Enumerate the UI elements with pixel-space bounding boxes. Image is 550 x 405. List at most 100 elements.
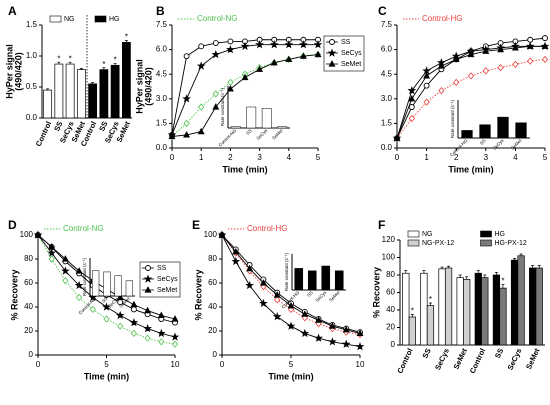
inset-category: SeCys (255, 127, 268, 140)
bar (474, 272, 482, 346)
y-tick-label: 80 (386, 270, 395, 279)
marker (423, 98, 430, 106)
marker (273, 291, 281, 298)
bar (420, 272, 428, 346)
inset-bar (103, 271, 111, 297)
marker (355, 342, 365, 351)
marker (212, 40, 219, 46)
marker (75, 267, 83, 274)
bar (76, 69, 86, 119)
y-tick-label: 0 (213, 350, 218, 359)
marker (284, 40, 294, 49)
error-bar (57, 61, 61, 65)
marker (408, 104, 415, 110)
marker (103, 315, 110, 323)
x-axis-label: Time (min) (448, 164, 493, 174)
inset-bar (277, 126, 288, 129)
marker (527, 57, 534, 65)
marker (116, 293, 124, 301)
x-axis-label: Time (min) (84, 371, 129, 381)
marker (211, 49, 221, 59)
marker (453, 78, 460, 87)
marker (130, 300, 138, 308)
y-axis-label: % Recovery (9, 269, 19, 320)
y-tick-label: 3.0 (381, 94, 393, 103)
marker (130, 306, 137, 313)
marker (196, 61, 206, 70)
marker (527, 36, 534, 43)
series-line (221, 234, 361, 348)
y-tick-label: 6.0 (381, 45, 393, 54)
bar (408, 316, 416, 346)
bar (88, 83, 98, 119)
legend-label: NG-PX-12 (422, 240, 454, 247)
marker (299, 40, 308, 49)
bar (402, 272, 410, 346)
x-tick-label: 10 (356, 360, 365, 369)
marker (270, 58, 278, 66)
marker (300, 328, 310, 338)
inset-category: SeMet (328, 289, 341, 302)
y-tick-label: 120 (382, 235, 396, 244)
inset-bar (230, 126, 241, 129)
y-axis-label: % Recovery (371, 267, 381, 318)
inset-bar (114, 275, 122, 297)
marker (168, 132, 176, 140)
x-tick-label: 0 (395, 153, 400, 162)
inset-bar (246, 106, 257, 129)
legend-swatch (407, 230, 420, 238)
marker (129, 318, 139, 327)
bar (426, 305, 435, 346)
series-line (171, 39, 318, 135)
legend-label: Control-NG (197, 14, 237, 23)
marker (287, 301, 295, 309)
x-tick-label: 5 (289, 360, 294, 369)
legend-swatch (480, 230, 492, 238)
x-axis-label: Time (min) (268, 371, 313, 381)
marker (143, 274, 153, 283)
y-tick-label: 1.0 (26, 51, 38, 60)
y-tick-label: 60 (24, 278, 33, 287)
x-tick-label: SeMet (452, 346, 470, 370)
x-tick-label: 0 (170, 153, 175, 162)
x-tick-label: 10 (171, 360, 180, 369)
marker (197, 127, 205, 135)
marker (48, 243, 56, 250)
inset-bar (515, 122, 527, 139)
marker (75, 293, 83, 302)
y-tick-label: 0.5 (26, 82, 38, 91)
marker (407, 86, 417, 95)
bar (438, 268, 446, 346)
marker (183, 131, 191, 138)
inset-y-label: Rate constant (s⁻¹) (82, 257, 87, 296)
y-tick-label: 80 (24, 254, 33, 263)
x-tick-label: 0 (36, 360, 41, 369)
marker (227, 38, 234, 45)
x-tick-label: Control (34, 120, 53, 148)
inset-bar (307, 270, 317, 291)
marker (198, 43, 205, 50)
legend-label: SeMet (157, 287, 177, 294)
inset-bar (461, 130, 473, 139)
inset-category: SeCys (314, 289, 327, 302)
marker (61, 255, 69, 262)
marker (541, 42, 549, 49)
y-tick-label: 0.0 (156, 143, 168, 152)
legend-swatch (94, 15, 107, 23)
y-tick-label: 0 (29, 350, 34, 359)
legend-label: SeMet (341, 61, 361, 68)
y-tick-label: 100 (20, 230, 34, 239)
marker (156, 328, 166, 338)
marker (542, 35, 548, 42)
error-bar (465, 276, 469, 280)
marker (198, 103, 205, 111)
marker (482, 67, 489, 75)
panel-label: E (192, 218, 200, 232)
marker (144, 334, 151, 342)
marker (102, 302, 111, 311)
error-bar (91, 82, 95, 84)
legend-label: HG-PX-12 (495, 240, 527, 247)
error-bar (124, 40, 128, 43)
legend-label: Control-HG (422, 14, 462, 23)
